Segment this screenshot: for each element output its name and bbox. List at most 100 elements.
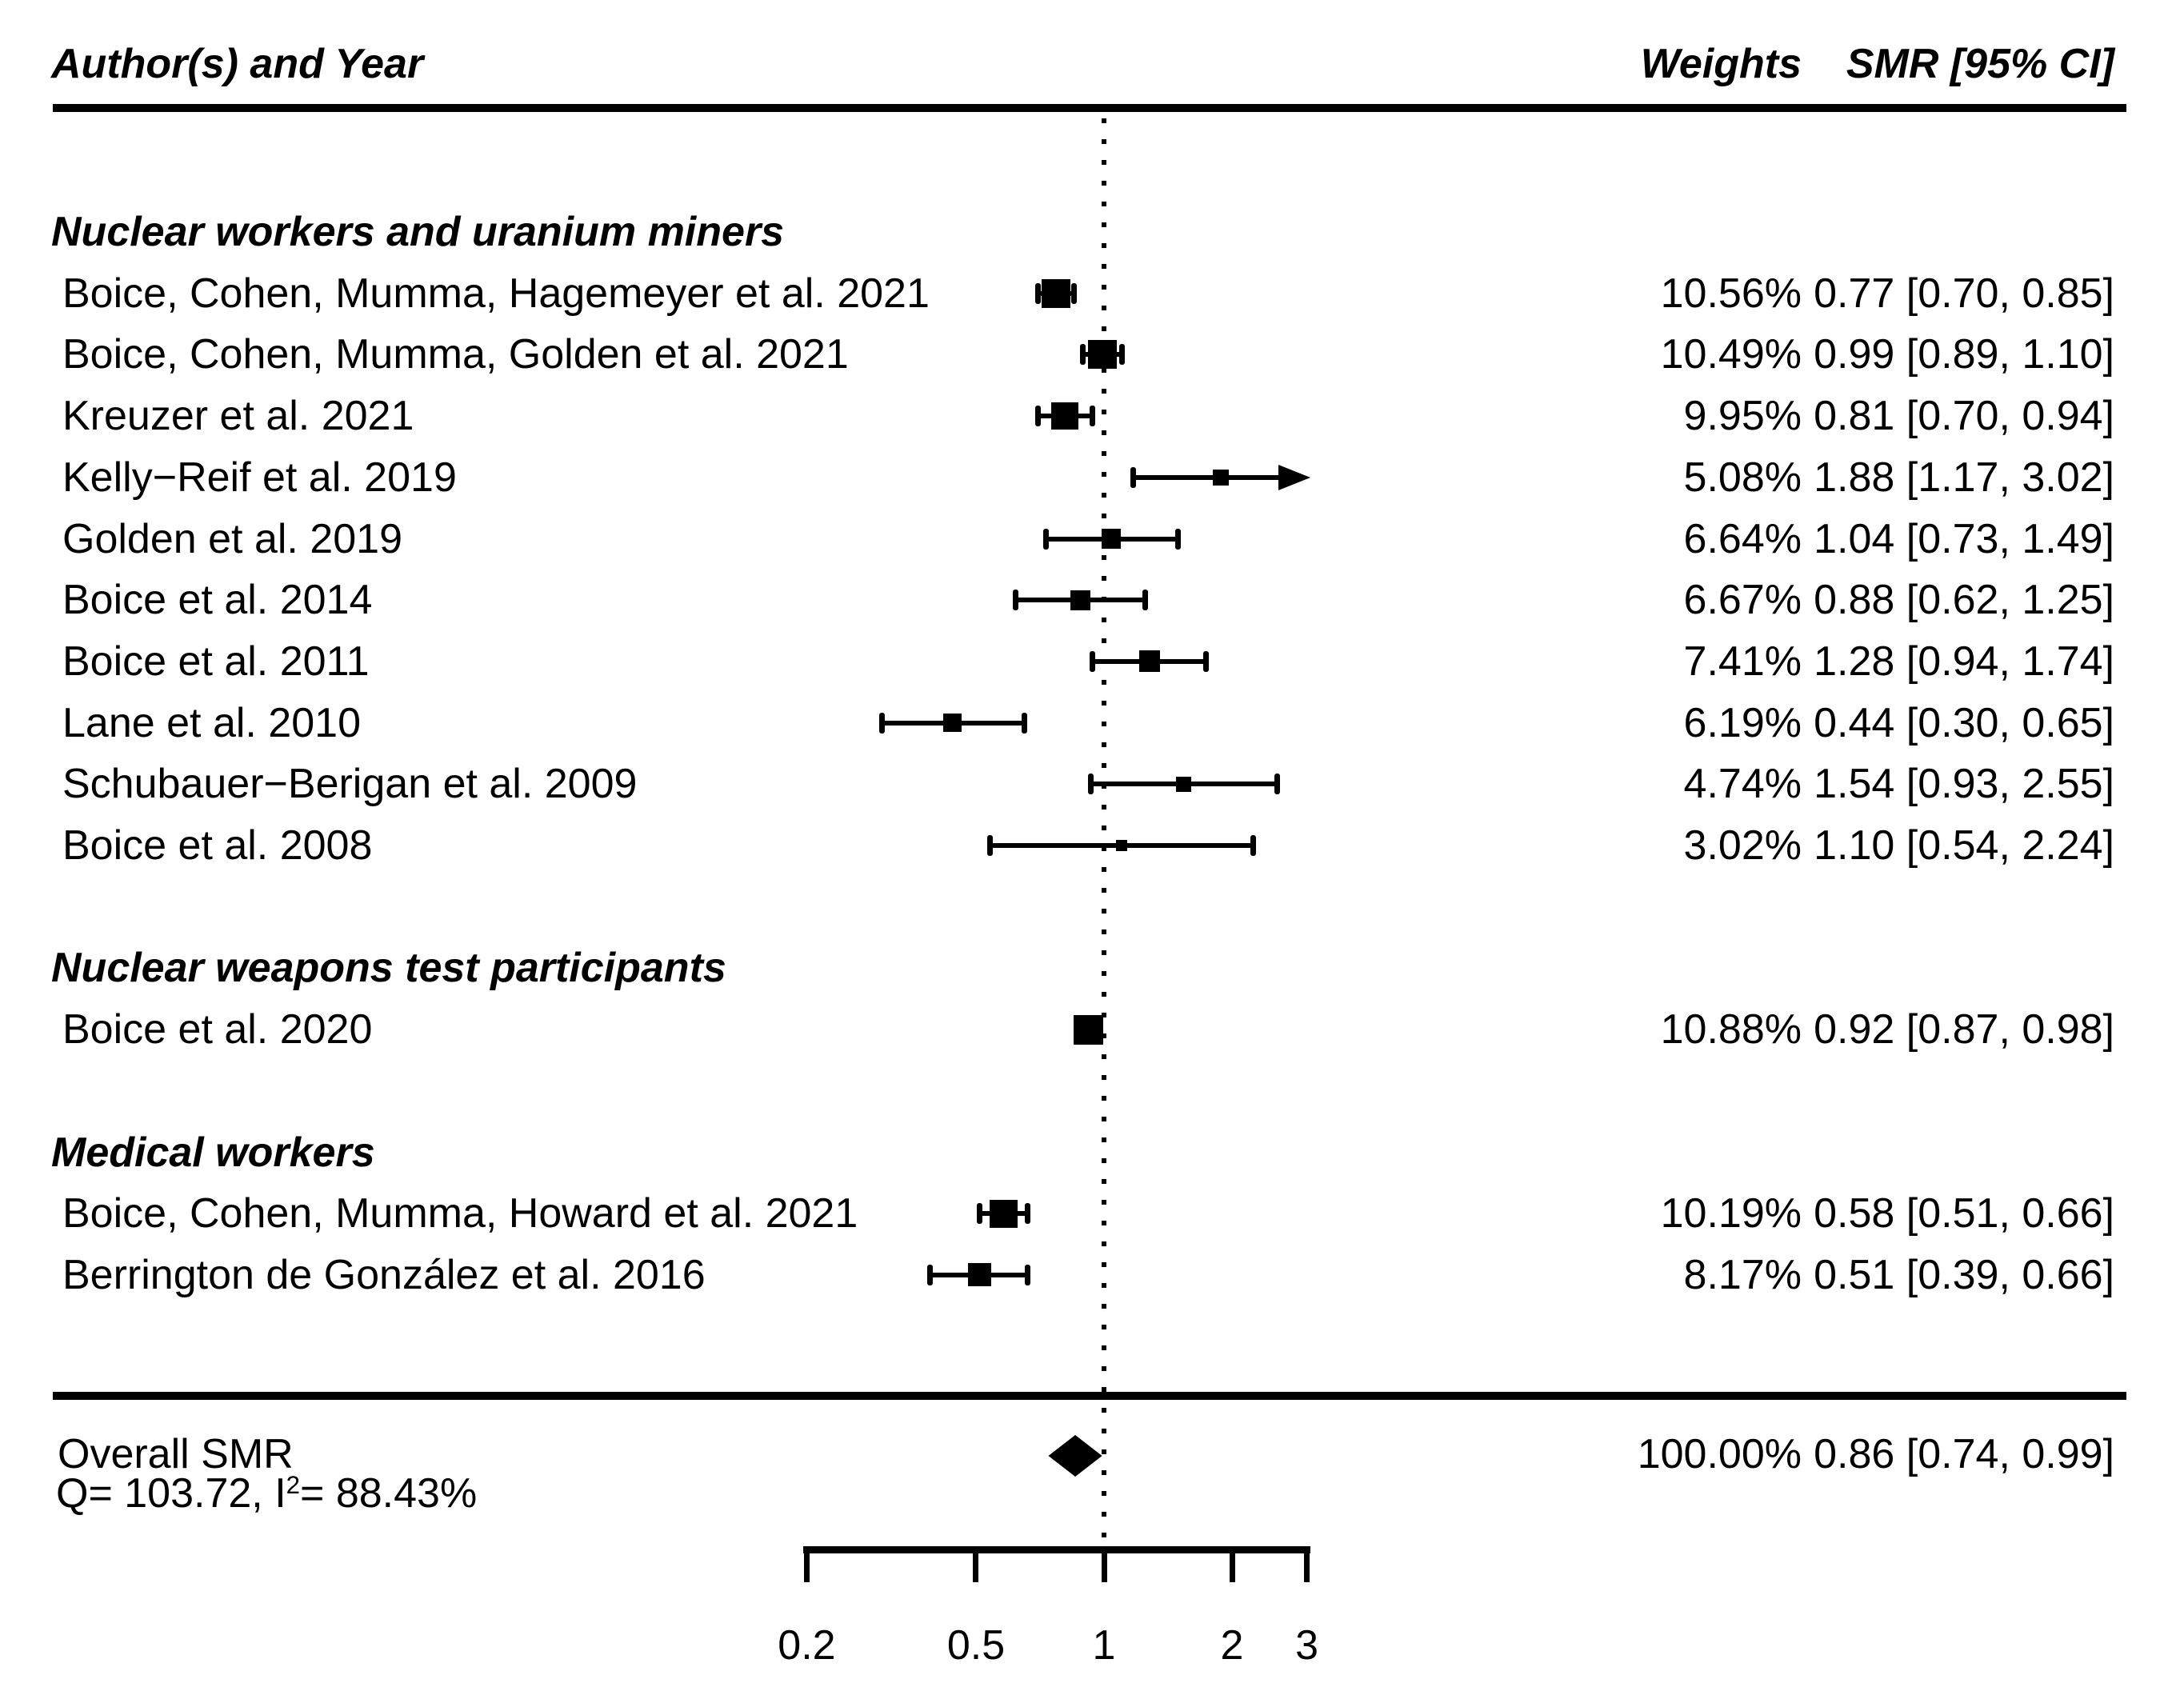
- heterogeneity-i2-value: = 88.43%: [300, 1470, 478, 1517]
- group-header: Nuclear workers and uranium miners: [51, 209, 785, 255]
- x-axis-tick-label: 0.2: [778, 1622, 836, 1669]
- study-smr-ci: 1.10 [0.54, 2.24]: [1814, 822, 2114, 869]
- effect-square-marker: [1116, 840, 1127, 851]
- ci-cap-right: [1174, 528, 1181, 550]
- x-axis-tick: [803, 1553, 810, 1582]
- overall-diamond-marker: [1048, 1435, 1102, 1477]
- ci-cap-left: [1079, 344, 1086, 366]
- effect-square-marker: [1041, 278, 1070, 308]
- arrow-icon: [1278, 464, 1310, 490]
- ci-cap-right: [1142, 590, 1149, 611]
- ci-cap-left: [1087, 774, 1094, 795]
- heterogeneity-stats: Q= 103.72, I2= 88.43%: [56, 1473, 477, 1514]
- ci-cap-right: [1024, 1203, 1030, 1225]
- study-weight: 5.08%: [1683, 454, 1802, 501]
- ci-cap-left: [1130, 466, 1136, 488]
- study-label: Boice, Cohen, Mumma, Golden et al. 2021: [62, 331, 849, 378]
- study-weight: 8.17%: [1683, 1251, 1802, 1298]
- study-label: Lane et al. 2010: [62, 699, 361, 746]
- study-label: Schubauer−Berigan et al. 2009: [62, 761, 638, 808]
- study-weight: 10.19%: [1660, 1190, 1802, 1237]
- study-smr-ci: 1.54 [0.93, 2.55]: [1814, 761, 2114, 808]
- effect-square-marker: [989, 1199, 1018, 1228]
- study-label: Boice et al. 2014: [62, 577, 373, 624]
- effect-square-marker: [1138, 650, 1161, 673]
- study-smr-ci: 0.77 [0.70, 0.85]: [1814, 270, 2114, 317]
- effect-square-marker: [1087, 340, 1117, 370]
- x-axis-tick-label: 1: [1092, 1622, 1116, 1669]
- overall-label: Overall SMR: [58, 1431, 294, 1477]
- effect-square-marker: [1074, 1014, 1104, 1045]
- study-weight: 4.74%: [1683, 761, 1802, 808]
- group-header: Nuclear weapons test participants: [51, 945, 726, 992]
- x-axis-tick: [973, 1553, 979, 1582]
- ci-cap-right: [1022, 712, 1028, 734]
- ci-cap-right: [1250, 835, 1256, 856]
- ci-cap-right: [1274, 774, 1280, 795]
- study-label: Boice et al. 2020: [62, 1006, 373, 1053]
- group-header: Medical workers: [51, 1129, 375, 1176]
- ci-whisker: [1133, 474, 1278, 480]
- ci-cap-left: [1090, 650, 1096, 672]
- study-label: Boice, Cohen, Mumma, Howard et al. 2021: [62, 1190, 858, 1237]
- bottom-rule: [53, 1392, 2126, 1400]
- x-axis-tick: [1101, 1553, 1107, 1582]
- study-label: Boice et al. 2008: [62, 822, 373, 869]
- x-axis-tick-label: 3: [1295, 1622, 1319, 1669]
- study-label: Golden et al. 2019: [62, 515, 402, 562]
- x-axis-tick-label: 0.5: [946, 1622, 1006, 1669]
- x-axis-tick: [1229, 1553, 1235, 1582]
- study-weight: 6.64%: [1683, 515, 1802, 562]
- study-weight: 3.02%: [1683, 822, 1802, 869]
- study-smr-ci: 0.88 [0.62, 1.25]: [1814, 577, 2114, 624]
- effect-square-marker: [968, 1263, 992, 1287]
- study-label: Boice, Cohen, Mumma, Hagemeyer et al. 20…: [62, 270, 930, 317]
- heterogeneity-q: Q= 103.72, I: [56, 1470, 286, 1517]
- study-label: Kelly−Reif et al. 2019: [62, 454, 457, 501]
- ci-cap-left: [987, 835, 994, 856]
- effect-square-marker: [1051, 402, 1079, 430]
- ci-cap-left: [1013, 590, 1019, 611]
- study-weight: 6.67%: [1683, 577, 1802, 624]
- top-rule: [53, 104, 2126, 112]
- ci-cap-left: [977, 1203, 983, 1225]
- study-smr-ci: 0.81 [0.70, 0.94]: [1814, 393, 2114, 440]
- ci-cap-right: [1024, 1264, 1030, 1285]
- ci-cap-right: [1203, 650, 1210, 672]
- x-axis-tick: [1304, 1553, 1310, 1582]
- study-weight: 9.95%: [1683, 393, 1802, 440]
- study-smr-ci: 0.44 [0.30, 0.65]: [1814, 699, 2114, 746]
- study-weight: 7.41%: [1683, 638, 1802, 685]
- author-year-column-header: Author(s) and Year: [51, 41, 424, 87]
- study-weight: 6.19%: [1683, 699, 1802, 746]
- study-label: Kreuzer et al. 2021: [62, 393, 414, 440]
- effect-square-marker: [1101, 529, 1122, 549]
- study-smr-ci: 0.58 [0.51, 0.66]: [1814, 1190, 2114, 1237]
- study-smr-ci: 1.28 [0.94, 1.74]: [1814, 638, 2114, 685]
- effect-square-marker: [1212, 469, 1229, 486]
- effect-square-marker: [1176, 776, 1192, 792]
- effect-square-marker: [942, 713, 962, 733]
- study-smr-ci: 0.92 [0.87, 0.98]: [1814, 1006, 2114, 1053]
- reference-line: [1102, 118, 1106, 1546]
- overall-weight: 100.00%: [1637, 1431, 1802, 1477]
- study-weight: 10.88%: [1660, 1006, 1802, 1053]
- weights-column-header: Weights: [1640, 41, 1802, 87]
- study-label: Berrington de González et al. 2016: [62, 1251, 706, 1298]
- ci-cap-right: [1118, 344, 1125, 366]
- ci-cap-right: [1090, 406, 1096, 427]
- study-weight: 10.56%: [1660, 270, 1802, 317]
- ci-cap-right: [1070, 282, 1077, 304]
- study-smr-ci: 1.88 [1.17, 3.02]: [1814, 454, 2114, 501]
- overall-smr-ci: 0.86 [0.74, 0.99]: [1814, 1431, 2114, 1477]
- study-smr-ci: 0.51 [0.39, 0.66]: [1814, 1251, 2114, 1298]
- study-smr-ci: 0.99 [0.89, 1.10]: [1814, 331, 2114, 378]
- study-smr-ci: 1.04 [0.73, 1.49]: [1814, 515, 2114, 562]
- x-axis-tick-label: 2: [1220, 1622, 1244, 1669]
- ci-cap-left: [1035, 406, 1042, 427]
- x-axis-line: [803, 1546, 1310, 1553]
- ci-cap-left: [1035, 282, 1042, 304]
- ci-cap-left: [878, 712, 885, 734]
